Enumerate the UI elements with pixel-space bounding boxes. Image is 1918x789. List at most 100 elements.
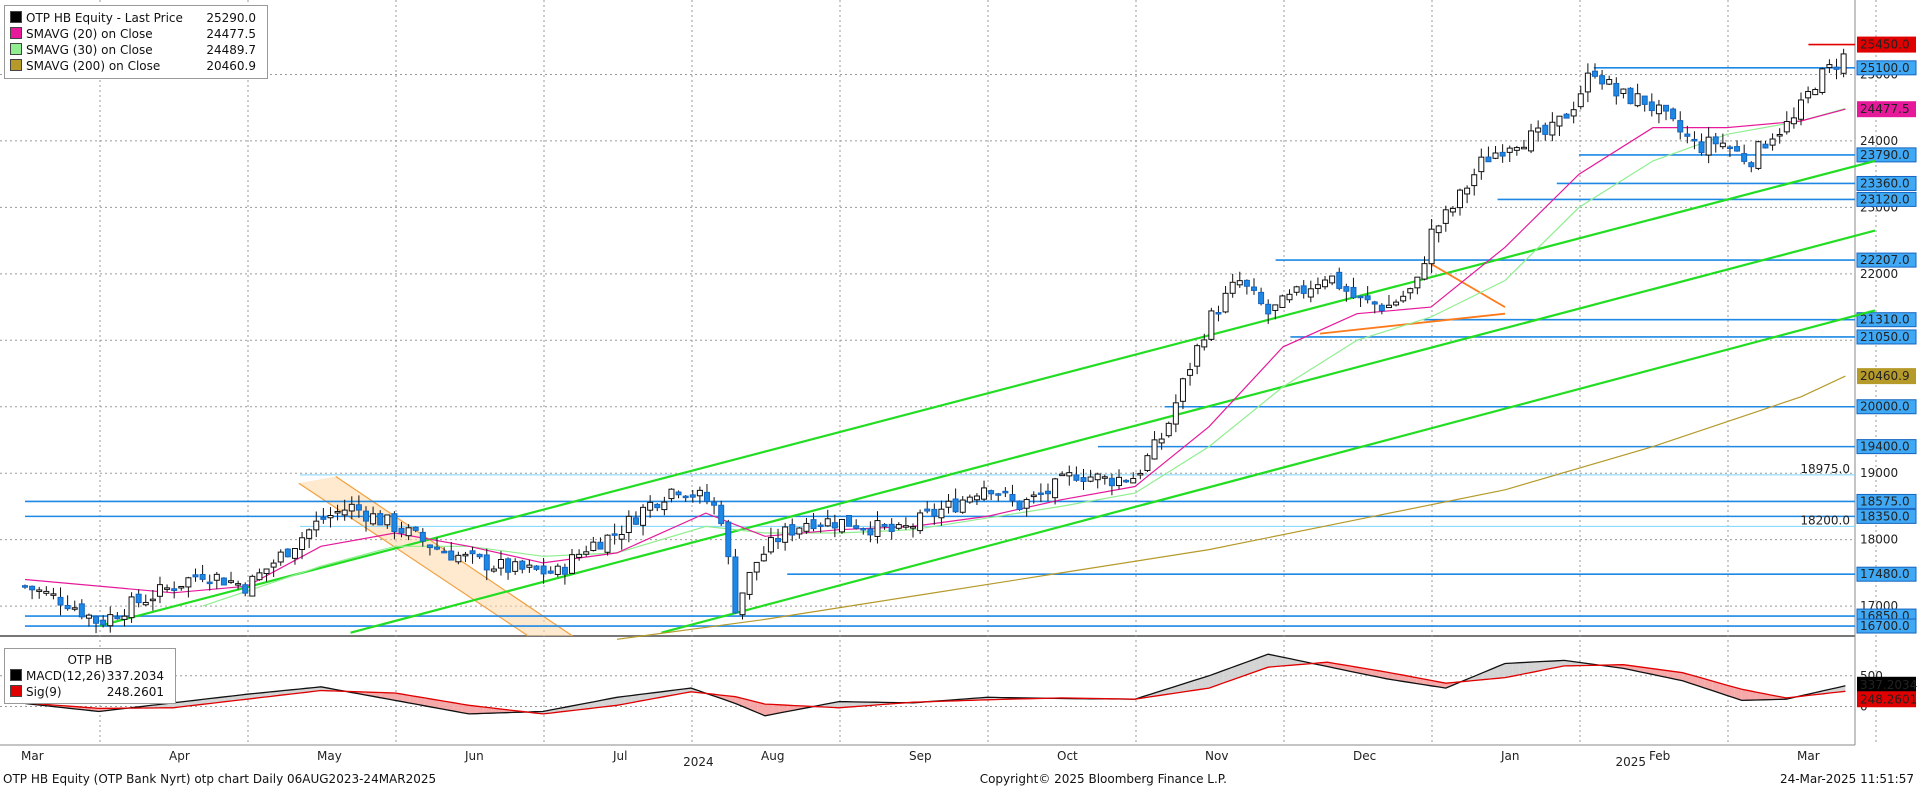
level-label-box (1856, 566, 1917, 582)
right-label: 25450.0 (1860, 38, 1910, 52)
candle-up (213, 573, 220, 581)
candle-down (867, 528, 874, 536)
macd-fill-positive (602, 698, 610, 707)
candle-up (1520, 146, 1527, 150)
candle-down (561, 566, 568, 575)
macd-fill-negative (1682, 672, 1690, 684)
candle-up (178, 585, 185, 589)
candle-down (810, 519, 817, 530)
candle-down (1378, 304, 1385, 312)
candle-up (1790, 117, 1797, 125)
macd-fill-negative (1756, 692, 1764, 700)
candle-down (931, 508, 938, 517)
level-label: 21310.0 (1860, 313, 1910, 327)
candle-up (1229, 281, 1236, 294)
level-label-box (1856, 175, 1917, 191)
level-label-box (1856, 191, 1917, 207)
candle-up (1457, 189, 1464, 209)
candle-down (1002, 490, 1009, 494)
level-label: 25100.0 (1860, 61, 1910, 75)
candle-up (36, 589, 43, 592)
candle-down (114, 616, 121, 620)
candle-down (1357, 295, 1364, 299)
macd-fill-negative (483, 707, 492, 714)
candle-up (902, 525, 909, 528)
level-label: 18350.0 (1860, 509, 1910, 523)
legend-item-sma20: SMAVG (20) on Close 24477.5 (10, 26, 262, 42)
y-tick-label: 22000 (1860, 267, 1898, 281)
footer-copyright: Copyright© 2025 Bloomberg Finance L.P. (980, 772, 1227, 786)
candle-up (1769, 138, 1776, 146)
candle-down (682, 495, 689, 499)
candle-up (348, 503, 355, 512)
candle-down (220, 577, 227, 586)
level-label: 23360.0 (1860, 176, 1910, 190)
candle-up (149, 598, 156, 602)
candle-up (1634, 93, 1641, 107)
candle-down (476, 553, 483, 558)
candle-up (1172, 402, 1179, 425)
macd-fill-positive (1475, 672, 1483, 681)
level-label-box (1856, 399, 1917, 415)
candle-up (959, 499, 966, 513)
macd-fill-positive (1490, 666, 1498, 679)
candle-up (405, 527, 412, 537)
candle-down (1563, 113, 1570, 119)
candle-down (952, 498, 959, 513)
light-level-label: 18200.0 (1800, 513, 1850, 527)
candle-up (455, 554, 462, 563)
macd-fill-negative (757, 702, 765, 716)
legend-swatch (10, 685, 22, 697)
x-month-label: Mar (1797, 749, 1820, 763)
candle-up (313, 520, 320, 531)
macd-fill-negative (1727, 685, 1735, 698)
candle-down (1627, 87, 1634, 105)
candle-up (1087, 476, 1094, 482)
candle-up (1023, 499, 1030, 509)
macd-right-label-box (1857, 691, 1916, 708)
candle-down (924, 508, 931, 512)
candle-up (256, 572, 263, 581)
macd-fill-negative (417, 696, 425, 706)
macd-right-label-box (1857, 676, 1916, 693)
candle-up (696, 489, 703, 497)
candle-up (1705, 136, 1712, 156)
macd-fill-positive (1223, 667, 1232, 683)
macd-fill-positive (1209, 673, 1217, 689)
candle-down (654, 503, 661, 509)
macd-fill-positive (210, 697, 218, 704)
macd-fill-negative (454, 702, 462, 713)
candle-down (1691, 138, 1698, 142)
macd-fill-negative (424, 697, 432, 708)
macd-fill-positive (195, 699, 203, 706)
macd-fill-positive (254, 692, 262, 699)
macd-fill-negative (1401, 674, 1409, 683)
candle-down (703, 491, 710, 502)
candle-down (1080, 477, 1087, 482)
candle-down (469, 550, 476, 555)
macd-fill-positive (631, 694, 640, 703)
candle-up (1194, 345, 1201, 367)
candle-down (206, 581, 213, 585)
candle-down (412, 526, 419, 531)
candle-up (1151, 439, 1158, 460)
candle-up (753, 561, 760, 573)
candle-down (881, 523, 888, 527)
candle-up (1421, 263, 1428, 280)
candle-up (1506, 147, 1513, 153)
candle-down (135, 593, 142, 604)
candle-down (831, 522, 838, 529)
candle-up (277, 551, 284, 563)
moving-averages (24, 107, 1846, 640)
level-label-box (1856, 439, 1917, 455)
candle-up (1513, 147, 1520, 151)
candle-up (1414, 276, 1421, 289)
legend-item-sma200: SMAVG (200) on Close 20460.9 (10, 58, 262, 74)
candle-down (1009, 494, 1016, 502)
candle-up (497, 558, 504, 569)
macd-fill-positive (1549, 660, 1557, 669)
candle-up (767, 537, 774, 553)
candle-down (533, 565, 540, 570)
macd-fill-negative (395, 693, 403, 702)
candle-up (838, 518, 845, 533)
